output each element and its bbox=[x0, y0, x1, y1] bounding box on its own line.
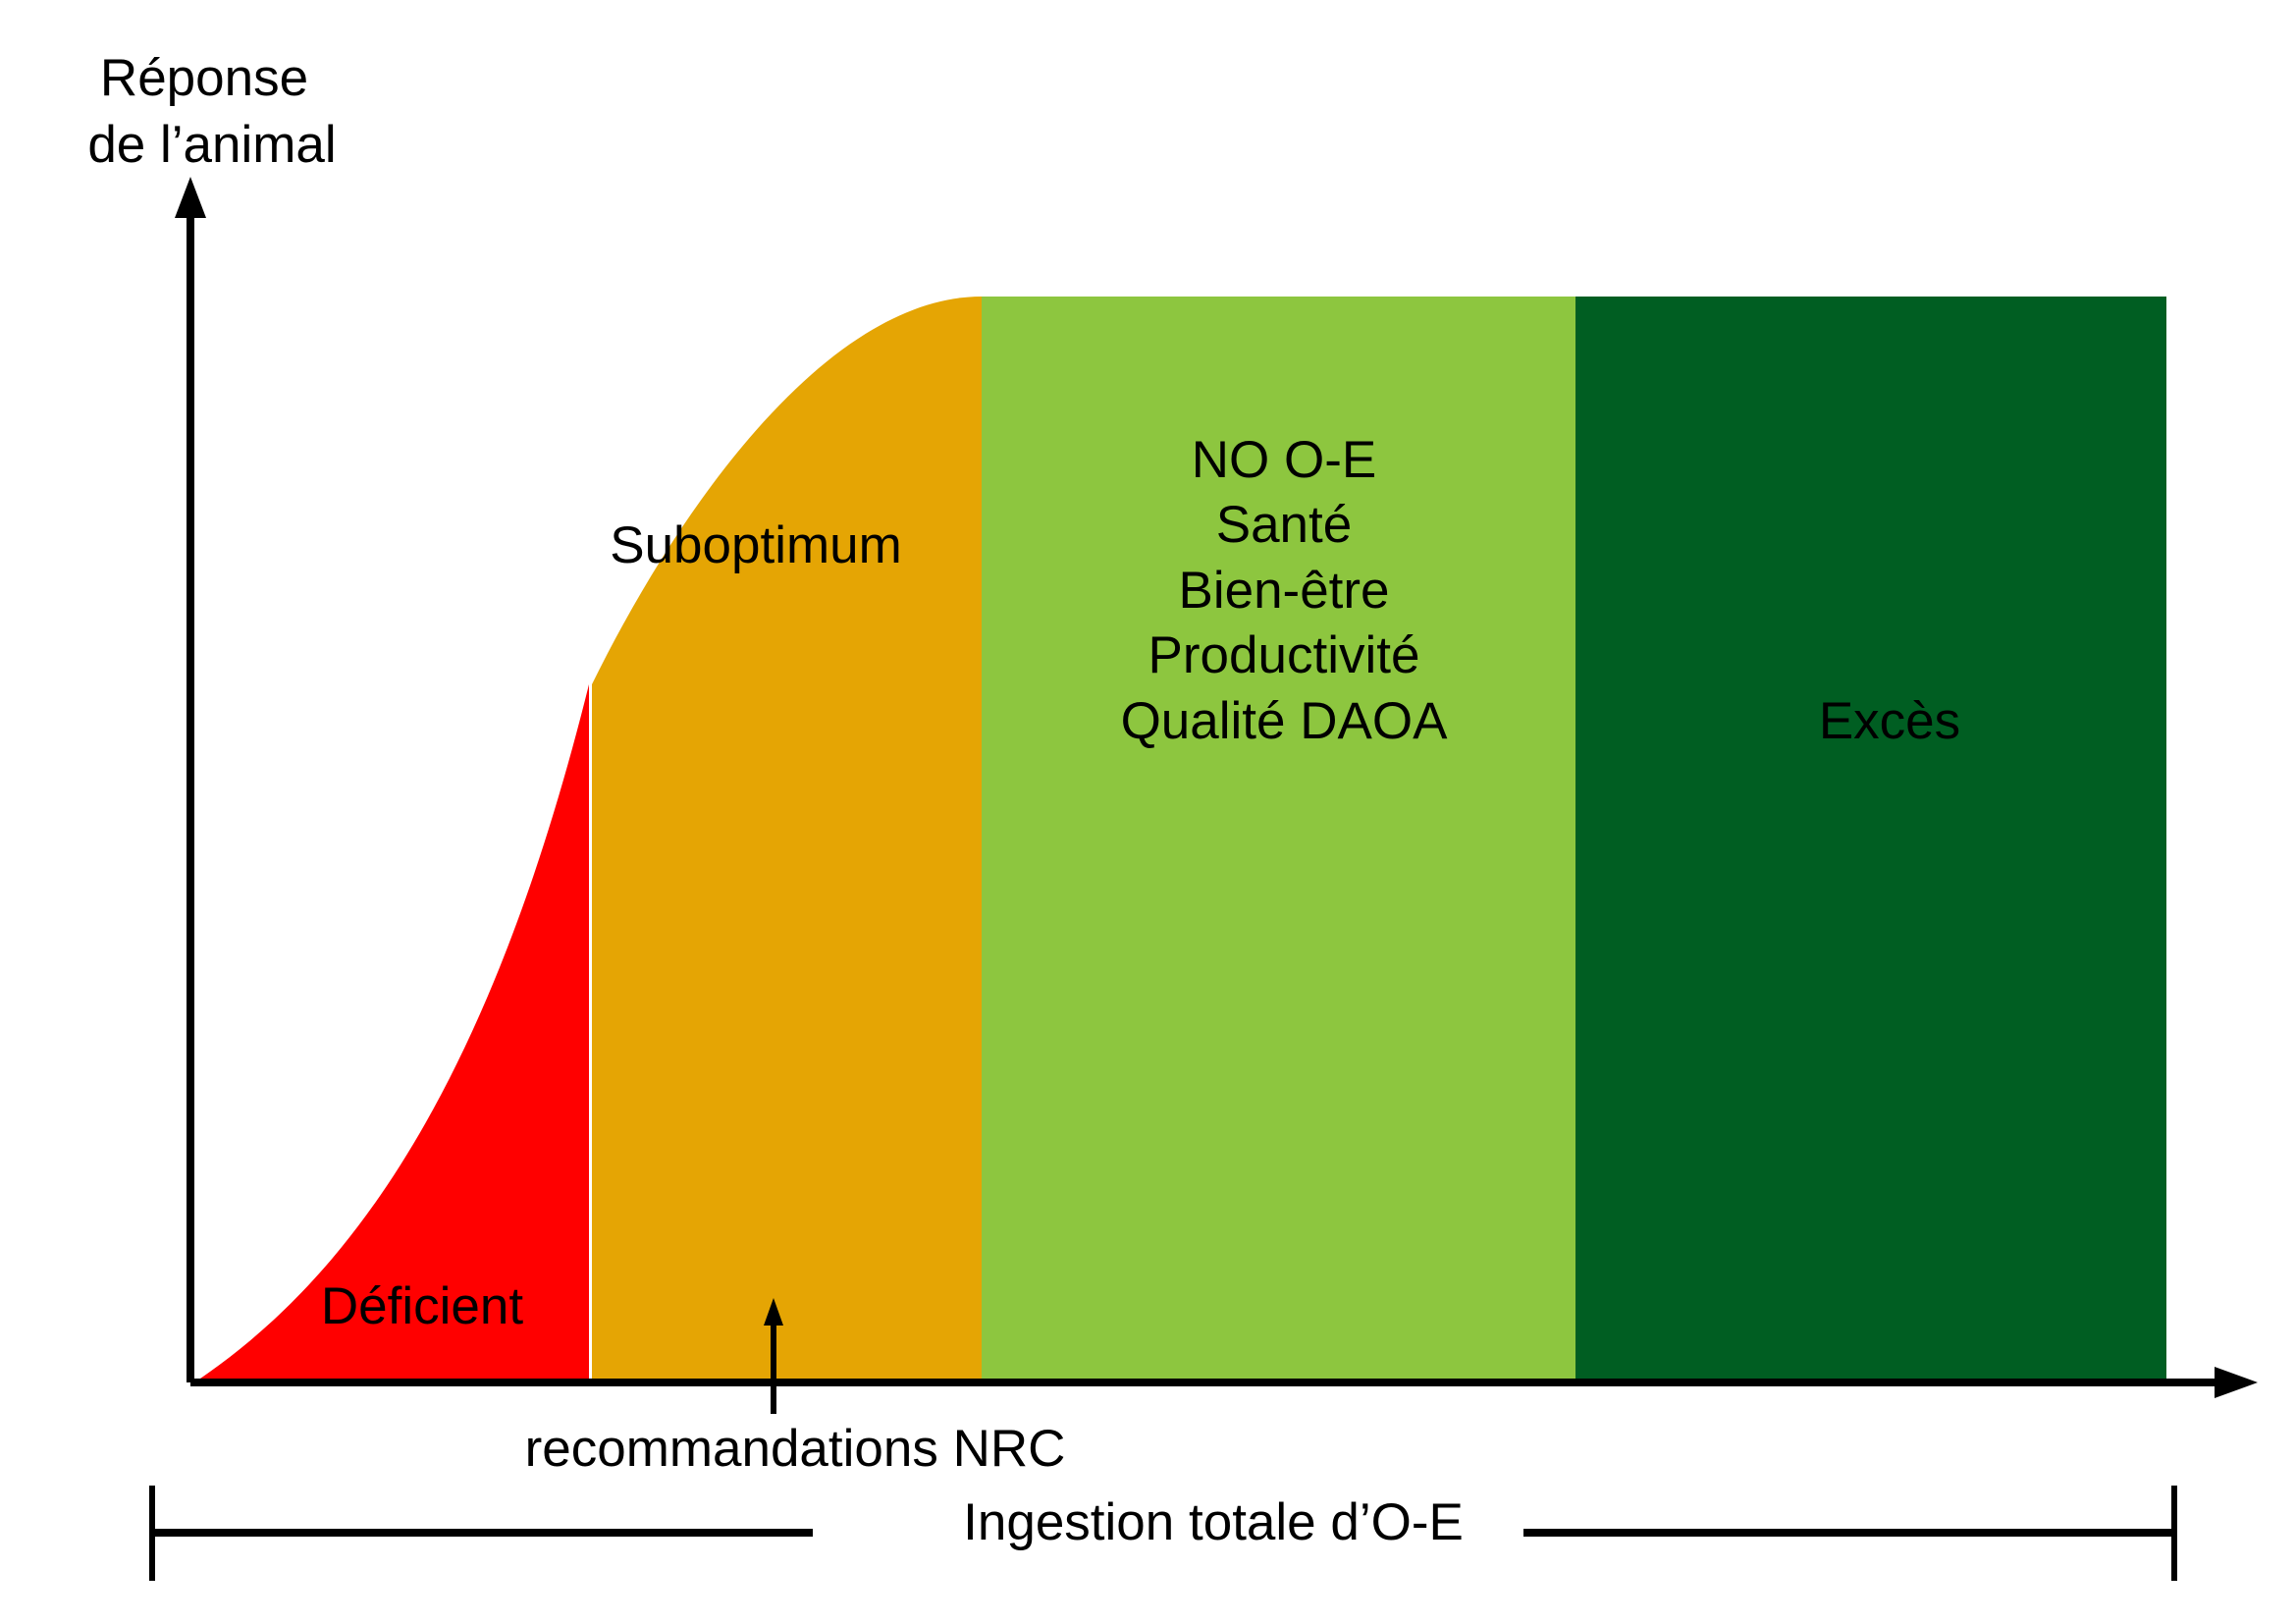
excess-zone bbox=[1575, 297, 2166, 1380]
x-axis-arrowhead bbox=[2215, 1367, 2258, 1398]
y-axis-label-line2: de l’animal bbox=[87, 116, 336, 174]
x-axis-label: Ingestion totale d’O-E bbox=[963, 1493, 1464, 1551]
optimum-label-line-1: NO O-E bbox=[1192, 431, 1376, 489]
optimum-label-line-2: Santé bbox=[1216, 496, 1353, 554]
excess-label: Excès bbox=[1819, 692, 1960, 750]
suboptimum-zone bbox=[592, 297, 982, 1380]
optimum-label-line-4: Productivité bbox=[1148, 626, 1420, 684]
y-axis-label-line1: Réponse bbox=[100, 49, 308, 107]
deficient-label: Déficient bbox=[321, 1277, 523, 1335]
optimum-zone bbox=[982, 297, 1575, 1380]
optimum-label-line-5: Qualité DAOA bbox=[1121, 692, 1449, 750]
nrc-recommendations-label: recommandations NRC bbox=[525, 1420, 1066, 1478]
y-axis-arrowhead bbox=[175, 177, 206, 218]
optimum-label-line-3: Bien-être bbox=[1178, 562, 1389, 620]
nrc-marker-arrowhead bbox=[764, 1298, 783, 1326]
deficient-zone bbox=[194, 684, 589, 1382]
suboptimum-label: Suboptimum bbox=[610, 516, 902, 574]
